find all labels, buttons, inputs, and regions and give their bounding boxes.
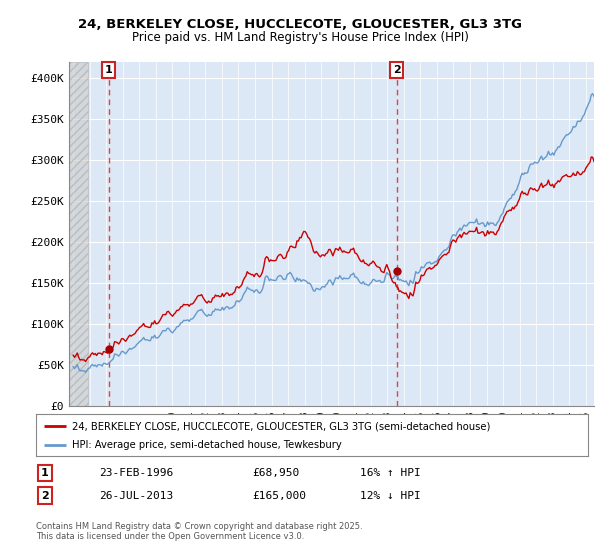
Text: HPI: Average price, semi-detached house, Tewkesbury: HPI: Average price, semi-detached house,… — [72, 440, 341, 450]
Text: 2: 2 — [41, 491, 49, 501]
Text: 2: 2 — [392, 65, 400, 75]
Text: Contains HM Land Registry data © Crown copyright and database right 2025.
This d: Contains HM Land Registry data © Crown c… — [36, 522, 362, 542]
Text: 24, BERKELEY CLOSE, HUCCLECOTE, GLOUCESTER, GL3 3TG: 24, BERKELEY CLOSE, HUCCLECOTE, GLOUCEST… — [78, 18, 522, 31]
Text: 12% ↓ HPI: 12% ↓ HPI — [360, 491, 421, 501]
Text: 26-JUL-2013: 26-JUL-2013 — [99, 491, 173, 501]
Text: £165,000: £165,000 — [252, 491, 306, 501]
Text: 1: 1 — [41, 468, 49, 478]
Text: £68,950: £68,950 — [252, 468, 299, 478]
Bar — [68, 62, 88, 406]
Text: 1: 1 — [104, 65, 112, 75]
Text: Price paid vs. HM Land Registry's House Price Index (HPI): Price paid vs. HM Land Registry's House … — [131, 31, 469, 44]
Text: 23-FEB-1996: 23-FEB-1996 — [99, 468, 173, 478]
Text: 16% ↑ HPI: 16% ↑ HPI — [360, 468, 421, 478]
Text: 24, BERKELEY CLOSE, HUCCLECOTE, GLOUCESTER, GL3 3TG (semi-detached house): 24, BERKELEY CLOSE, HUCCLECOTE, GLOUCEST… — [72, 421, 490, 431]
